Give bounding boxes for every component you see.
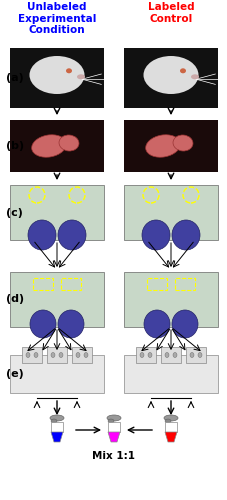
- Ellipse shape: [59, 352, 63, 358]
- Ellipse shape: [164, 352, 168, 358]
- Bar: [108, 422, 119, 432]
- Ellipse shape: [189, 352, 193, 358]
- Bar: [72, 347, 92, 363]
- Text: Mix 1:1: Mix 1:1: [92, 451, 135, 461]
- Bar: [10, 355, 104, 393]
- Bar: [185, 347, 205, 363]
- Text: Unlabeled
Experimental
Condition: Unlabeled Experimental Condition: [18, 2, 96, 35]
- Bar: [123, 48, 217, 108]
- Ellipse shape: [171, 310, 197, 338]
- Ellipse shape: [172, 352, 176, 358]
- Ellipse shape: [34, 352, 38, 358]
- Bar: [10, 48, 104, 108]
- Ellipse shape: [29, 56, 84, 94]
- Ellipse shape: [76, 352, 80, 358]
- Bar: [10, 185, 104, 240]
- Ellipse shape: [66, 68, 72, 73]
- Ellipse shape: [171, 220, 199, 250]
- Ellipse shape: [58, 310, 84, 338]
- Bar: [135, 347, 155, 363]
- Ellipse shape: [179, 68, 185, 73]
- Bar: [160, 347, 180, 363]
- Ellipse shape: [143, 56, 198, 94]
- Ellipse shape: [50, 415, 64, 421]
- Bar: [10, 120, 104, 172]
- Text: (e): (e): [6, 369, 24, 379]
- Bar: [123, 355, 217, 393]
- Bar: [174, 278, 194, 290]
- Bar: [164, 422, 176, 432]
- Ellipse shape: [59, 135, 79, 151]
- Ellipse shape: [108, 419, 114, 423]
- Bar: [123, 272, 217, 327]
- Ellipse shape: [28, 220, 56, 250]
- Ellipse shape: [51, 419, 57, 423]
- Ellipse shape: [51, 352, 55, 358]
- Bar: [123, 185, 217, 240]
- Ellipse shape: [139, 352, 143, 358]
- Polygon shape: [108, 432, 119, 442]
- Ellipse shape: [58, 220, 86, 250]
- Ellipse shape: [77, 74, 85, 80]
- Ellipse shape: [106, 415, 121, 421]
- Bar: [47, 347, 67, 363]
- Ellipse shape: [141, 220, 169, 250]
- Text: (a): (a): [6, 73, 24, 83]
- Bar: [22, 347, 42, 363]
- Ellipse shape: [163, 415, 177, 421]
- Bar: [33, 278, 53, 290]
- Polygon shape: [164, 432, 176, 442]
- Ellipse shape: [30, 310, 56, 338]
- Ellipse shape: [143, 310, 169, 338]
- Text: (b): (b): [6, 141, 24, 151]
- Polygon shape: [51, 432, 63, 442]
- Ellipse shape: [190, 74, 198, 80]
- Text: (d): (d): [6, 294, 24, 304]
- Text: (c): (c): [6, 208, 23, 218]
- Ellipse shape: [84, 352, 88, 358]
- Bar: [123, 120, 217, 172]
- Bar: [51, 422, 63, 432]
- Bar: [10, 272, 104, 327]
- Ellipse shape: [145, 134, 180, 158]
- Ellipse shape: [147, 352, 151, 358]
- Bar: [146, 278, 166, 290]
- Bar: [61, 278, 81, 290]
- Ellipse shape: [197, 352, 201, 358]
- Text: Labeled
Control: Labeled Control: [147, 2, 193, 24]
- Ellipse shape: [26, 352, 30, 358]
- Ellipse shape: [32, 134, 66, 158]
- Ellipse shape: [164, 419, 170, 423]
- Ellipse shape: [172, 135, 192, 151]
